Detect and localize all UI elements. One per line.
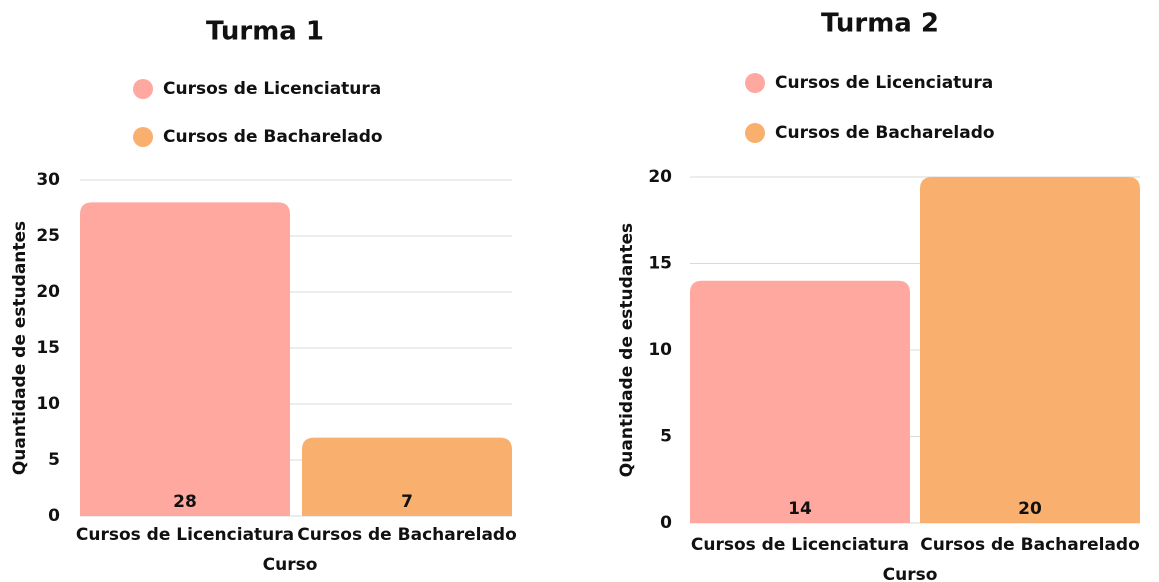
y-tick-label: 10 bbox=[36, 394, 60, 414]
y-tick-label: 20 bbox=[36, 282, 60, 302]
data-label: 20 bbox=[1018, 499, 1042, 519]
y-tick-label: 25 bbox=[36, 226, 60, 246]
legend-label: Cursos de Licenciatura bbox=[775, 73, 993, 93]
legend-marker bbox=[745, 123, 765, 143]
y-tick-label: 5 bbox=[660, 427, 672, 447]
chart-title: Turma 1 bbox=[206, 17, 324, 47]
bar bbox=[302, 437, 512, 516]
bar bbox=[920, 177, 1140, 523]
y-tick-label: 15 bbox=[36, 338, 60, 358]
x-axis-label: Curso bbox=[883, 565, 938, 582]
y-tick-label: 10 bbox=[648, 340, 672, 360]
x-axis-label: Curso bbox=[263, 555, 318, 575]
y-tick-label: 15 bbox=[648, 254, 672, 274]
y-tick-label: 5 bbox=[48, 450, 60, 470]
x-tick-label: Cursos de Licenciatura bbox=[691, 535, 909, 555]
legend-label: Cursos de Bacharelado bbox=[775, 123, 995, 143]
x-tick-label: Cursos de Bacharelado bbox=[920, 535, 1140, 555]
legend-marker bbox=[133, 127, 153, 147]
y-tick-label: 0 bbox=[660, 513, 672, 533]
y-tick-label: 20 bbox=[648, 167, 672, 187]
data-label: 14 bbox=[788, 499, 812, 519]
legend-label: Cursos de Bacharelado bbox=[163, 127, 383, 147]
y-axis-label: Quantidade de estudantes bbox=[10, 221, 30, 475]
legend-marker bbox=[745, 73, 765, 93]
bar bbox=[80, 202, 290, 516]
x-tick-label: Cursos de Licenciatura bbox=[76, 525, 294, 545]
data-label: 28 bbox=[173, 492, 197, 512]
chart-title: Turma 2 bbox=[821, 9, 939, 39]
y-tick-label: 30 bbox=[36, 170, 60, 190]
bar bbox=[690, 280, 910, 523]
data-label: 7 bbox=[401, 492, 413, 512]
y-axis-label: Quantidade de estudantes bbox=[617, 223, 637, 477]
x-tick-label: Cursos de Bacharelado bbox=[297, 525, 517, 545]
legend-label: Cursos de Licenciatura bbox=[163, 79, 381, 99]
y-tick-label: 0 bbox=[48, 506, 60, 526]
legend-marker bbox=[133, 79, 153, 99]
